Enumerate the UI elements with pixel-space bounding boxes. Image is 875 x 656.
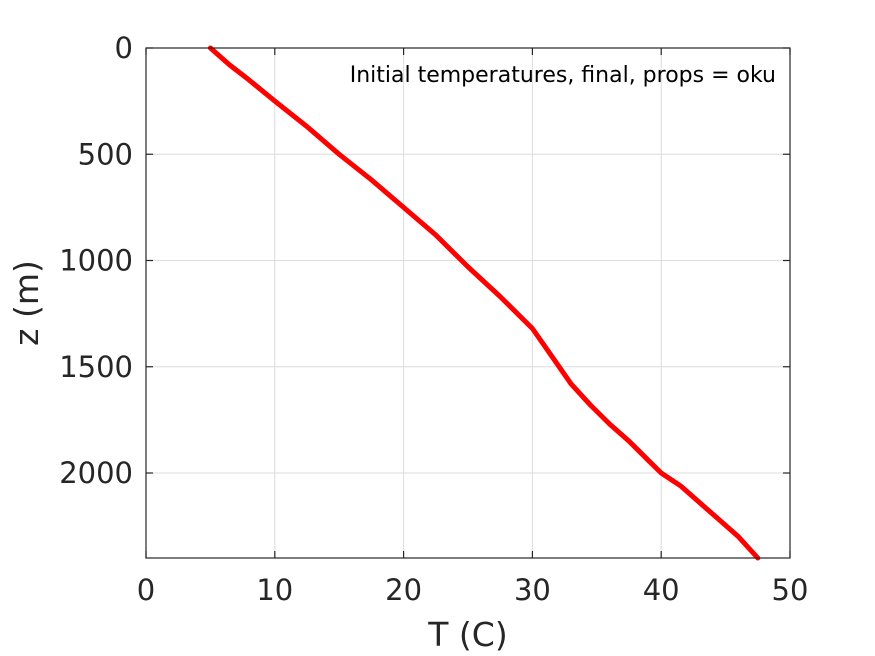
y-axis-label: z (m)	[7, 260, 46, 346]
x-tick-label: 40	[643, 573, 680, 607]
x-tick-label: 0	[137, 573, 155, 607]
x-tick-label: 10	[256, 573, 293, 607]
y-tick-label: 2000	[59, 456, 133, 490]
plot-frame	[145, 47, 791, 559]
x-tick-label: 50	[772, 573, 809, 607]
grid	[146, 48, 790, 558]
x-tick-label: 20	[385, 573, 422, 607]
x-axis-label: T (C)	[427, 615, 507, 654]
y-tick-label: 500	[78, 137, 133, 171]
y-tick-label: 0	[115, 31, 133, 65]
annotation-text: Initial temperatures, final, props = oku	[350, 63, 776, 88]
y-tick-label: 1500	[59, 350, 133, 384]
x-tick-label: 30	[514, 573, 551, 607]
y-tick-label: 1000	[59, 244, 133, 278]
series-line	[207, 45, 761, 561]
series-layer	[207, 45, 761, 561]
